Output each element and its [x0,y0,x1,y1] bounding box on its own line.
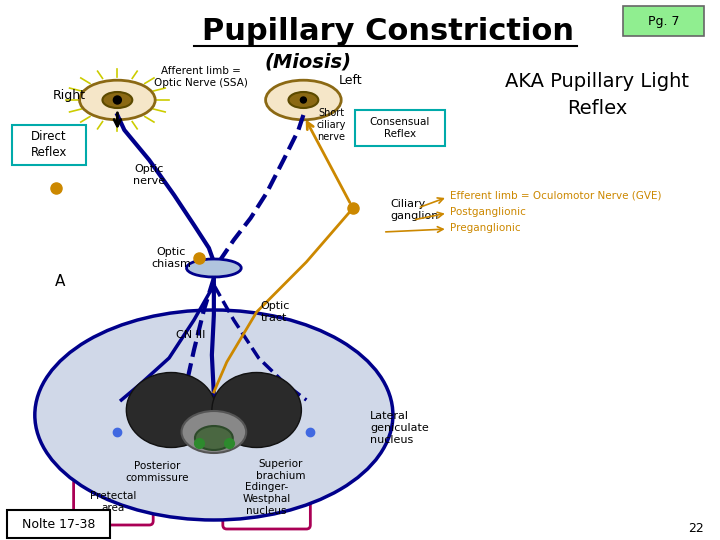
Text: Optic
chiasm: Optic chiasm [151,247,191,269]
FancyBboxPatch shape [623,6,704,36]
FancyBboxPatch shape [12,125,86,165]
Text: Posterior
commissure: Posterior commissure [125,461,189,483]
Text: Lateral
geniculate
nucleus: Lateral geniculate nucleus [370,410,429,445]
FancyBboxPatch shape [7,510,110,538]
FancyBboxPatch shape [222,469,310,529]
Text: Optic
nerve: Optic nerve [133,164,166,186]
Text: Pretectal
area: Pretectal area [90,491,137,513]
Text: Nolte 17-38: Nolte 17-38 [22,517,95,530]
Text: Edinger-
Westphal
nucleus: Edinger- Westphal nucleus [243,482,291,516]
Text: Postganglionic: Postganglionic [449,207,526,217]
Text: Preganglionic: Preganglionic [449,223,521,233]
Text: Efferent limb = Oculomotor Nerve (GVE): Efferent limb = Oculomotor Nerve (GVE) [449,191,661,201]
Text: CN III: CN III [176,330,206,340]
Text: 22: 22 [688,522,704,535]
Ellipse shape [102,92,132,108]
Ellipse shape [289,92,318,108]
Ellipse shape [113,96,122,104]
FancyBboxPatch shape [355,110,445,146]
Text: Pupillary Constriction: Pupillary Constriction [202,17,574,46]
Text: A: A [55,274,65,289]
Ellipse shape [195,426,233,450]
FancyBboxPatch shape [73,479,153,525]
Text: Direct
Reflex: Direct Reflex [30,131,67,159]
Text: Ciliary
ganglion: Ciliary ganglion [390,199,438,221]
Ellipse shape [80,80,156,120]
Text: Superior
brachium: Superior brachium [256,459,305,481]
Ellipse shape [186,259,241,277]
Text: AKA Pupillary Light
Reflex: AKA Pupillary Light Reflex [505,72,689,118]
Text: Optic
tract: Optic tract [261,301,290,323]
Text: Afferent limb =
Optic Nerve (SSA): Afferent limb = Optic Nerve (SSA) [154,66,248,88]
Ellipse shape [126,373,216,448]
Text: Left: Left [338,73,362,86]
Ellipse shape [35,310,393,520]
Text: (Miosis): (Miosis) [265,52,352,71]
Text: Pg. 7: Pg. 7 [648,16,679,29]
Ellipse shape [212,373,302,448]
Ellipse shape [181,411,246,453]
Text: Right: Right [53,90,86,103]
Text: Short
ciliary
nerve: Short ciliary nerve [317,109,346,141]
Ellipse shape [300,97,307,103]
Text: Consensual
Reflex: Consensual Reflex [369,117,430,139]
Ellipse shape [266,80,341,120]
